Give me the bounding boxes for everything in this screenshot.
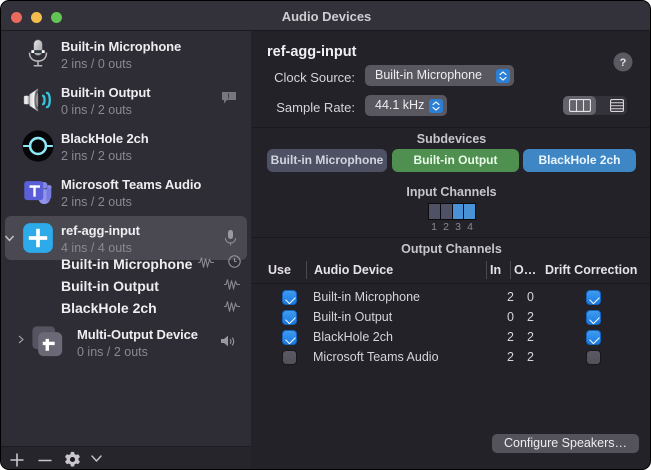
svg-text:?: ? <box>620 57 627 69</box>
svg-text:!: ! <box>227 94 229 101</box>
